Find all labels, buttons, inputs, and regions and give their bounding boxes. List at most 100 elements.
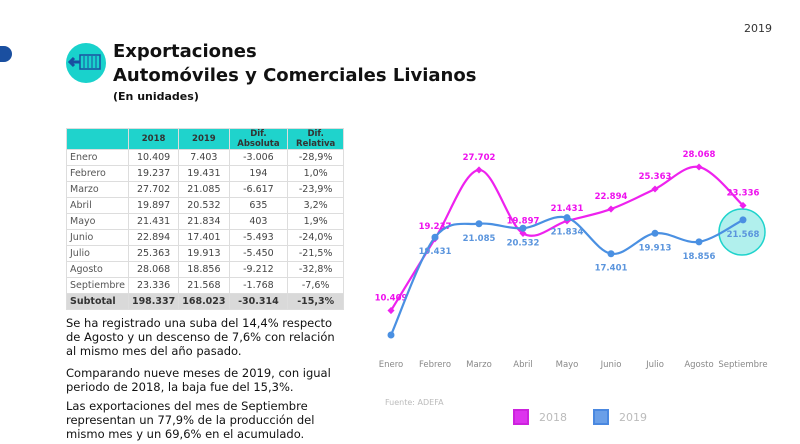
table-cell: 3,2% <box>287 197 344 214</box>
table-cell: 23.336 <box>127 277 180 294</box>
table-cell: 198.337 <box>127 293 180 310</box>
x-tick-label: Marzo <box>466 360 492 370</box>
data-label-2019: 21.834 <box>551 228 584 238</box>
table-cell: -7,6% <box>287 277 344 294</box>
table-row: Junio 22.894 17.401 -5.493 -24,0% <box>66 229 344 246</box>
table-cell: -5.450 <box>228 245 289 262</box>
x-tick-label: Febrero <box>419 360 451 370</box>
table-cell: Abril <box>66 197 129 214</box>
table-cell: 18.856 <box>178 261 230 278</box>
x-tick-label: Enero <box>379 360 404 370</box>
table-row: Agosto 28.068 18.856 -9.212 -32,8% <box>66 261 344 278</box>
series-line-2018 <box>390 165 744 312</box>
legend-swatch <box>513 409 529 425</box>
data-label-2018: 10.409 <box>375 294 408 304</box>
data-label-2019: 19.913 <box>639 243 672 253</box>
table-cell: 194 <box>228 165 289 182</box>
table-cell: 28.068 <box>127 261 180 278</box>
data-label-2018: 22.894 <box>595 192 628 202</box>
data-label-2019: 19.431 <box>419 247 452 257</box>
col-header: Dif. Relativa <box>287 128 344 150</box>
x-tick-label: Septiembre <box>718 360 767 370</box>
table-cell: Junio <box>66 229 129 246</box>
table-header-row: 2018 2019 Dif. Absoluta Dif. Relativa <box>66 128 344 150</box>
chart-source: Fuente: ADEFA <box>385 398 444 407</box>
table-cell: Mayo <box>66 213 129 230</box>
table-row: Septiembre 23.336 21.568 -1.768 -7,6% <box>66 277 344 294</box>
table-cell: 21.568 <box>178 277 230 294</box>
data-point-2019 <box>475 220 483 228</box>
subtotal-row: Subtotal 198.337 168.023 -30.314 -15,3% <box>66 293 344 310</box>
table-cell: 20.532 <box>178 197 230 214</box>
data-label-2018: 28.068 <box>683 150 716 160</box>
line-chart: Enero Febrero Marzo Abril Mayo Junio Julio Agos… <box>375 150 768 370</box>
table-cell: -3.006 <box>228 149 289 166</box>
data-point-2019 <box>695 238 703 246</box>
x-tick-label: Agosto <box>684 360 713 370</box>
highlight-circle <box>718 208 766 256</box>
data-label-2018: 19.237 <box>419 222 452 232</box>
table-cell: -32,8% <box>287 261 344 278</box>
table-cell: Febrero <box>66 165 129 182</box>
year-label: 2019 <box>744 22 772 35</box>
table-cell: 21.431 <box>127 213 180 230</box>
data-point-2018 <box>387 307 395 315</box>
data-label-2018: 21.431 <box>551 204 584 214</box>
data-point-2018 <box>607 205 615 213</box>
data-point-2018 <box>519 229 527 237</box>
legend-item-2018: 2018 <box>513 409 567 425</box>
data-label-2019: 21.085 <box>463 234 496 244</box>
title-line-1: Exportaciones <box>113 41 257 62</box>
table-cell: Agosto <box>66 261 129 278</box>
table-cell: Enero <box>66 149 129 166</box>
data-label-2019: 21.568 <box>727 230 760 240</box>
x-tick-label: Julio <box>645 360 664 370</box>
table-cell: 1,9% <box>287 213 344 230</box>
col-header: Dif. Absoluta <box>228 128 289 150</box>
data-point-2019 <box>651 229 659 237</box>
table-cell: 19.897 <box>127 197 180 214</box>
legend-item-2019: 2019 <box>593 409 647 425</box>
paragraph-3: Las exportaciones del mes de Septiembre … <box>66 399 315 441</box>
nav-tab-marker <box>0 46 12 62</box>
x-tick-label: Mayo <box>556 360 579 370</box>
page-title: Exportaciones Automóviles y Comerciales L… <box>113 40 476 88</box>
data-label-2018: 23.336 <box>727 188 760 198</box>
data-point-2018 <box>651 185 659 193</box>
paragraph-1: Se ha registrado una suba del 14,4% resp… <box>66 316 335 358</box>
table-cell: 19.913 <box>178 245 230 262</box>
table-cell: 635 <box>228 197 289 214</box>
table-cell: -28,9% <box>287 149 344 166</box>
data-label-2018: 19.897 <box>507 216 540 226</box>
table-row: Julio 25.363 19.913 -5.450 -21,5% <box>66 245 344 262</box>
legend-label: 2019 <box>619 410 647 424</box>
table-cell: 19.431 <box>178 165 230 182</box>
data-point-2019 <box>607 250 615 258</box>
table-cell: -9.212 <box>228 261 289 278</box>
table-cell: 21.085 <box>178 181 230 198</box>
table-cell: -24,0% <box>287 229 344 246</box>
data-point-2019 <box>739 216 747 224</box>
exports-table: 2018 2019 Dif. Absoluta Dif. Relativa Enero… <box>66 128 344 310</box>
table-cell: Septiembre <box>66 277 129 294</box>
data-point-2019 <box>519 224 527 232</box>
data-label-2019: 20.532 <box>507 238 540 248</box>
table-cell: -21,5% <box>287 245 344 262</box>
data-point-2019 <box>431 233 439 241</box>
page-subtitle: (En unidades) <box>113 90 199 103</box>
table-cell: 25.363 <box>127 245 180 262</box>
table-cell: 19.237 <box>127 165 180 182</box>
table-cell: 21.834 <box>178 213 230 230</box>
table-cell: 1,0% <box>287 165 344 182</box>
table-row: Marzo 27.702 21.085 -6.617 -23,9% <box>66 181 344 198</box>
table-cell: 22.894 <box>127 229 180 246</box>
table-cell: Julio <box>66 245 129 262</box>
data-label-2018: 25.363 <box>639 172 672 182</box>
table-cell: Marzo <box>66 181 129 198</box>
paragraph-2: Comparando nueve meses de 2019, con igua… <box>66 366 331 394</box>
table-cell: 27.702 <box>127 181 180 198</box>
truck-container-icon <box>66 43 106 83</box>
data-point-2018 <box>475 166 483 174</box>
table-cell: 7.403 <box>178 149 230 166</box>
data-label-2018: 27.702 <box>463 153 496 163</box>
